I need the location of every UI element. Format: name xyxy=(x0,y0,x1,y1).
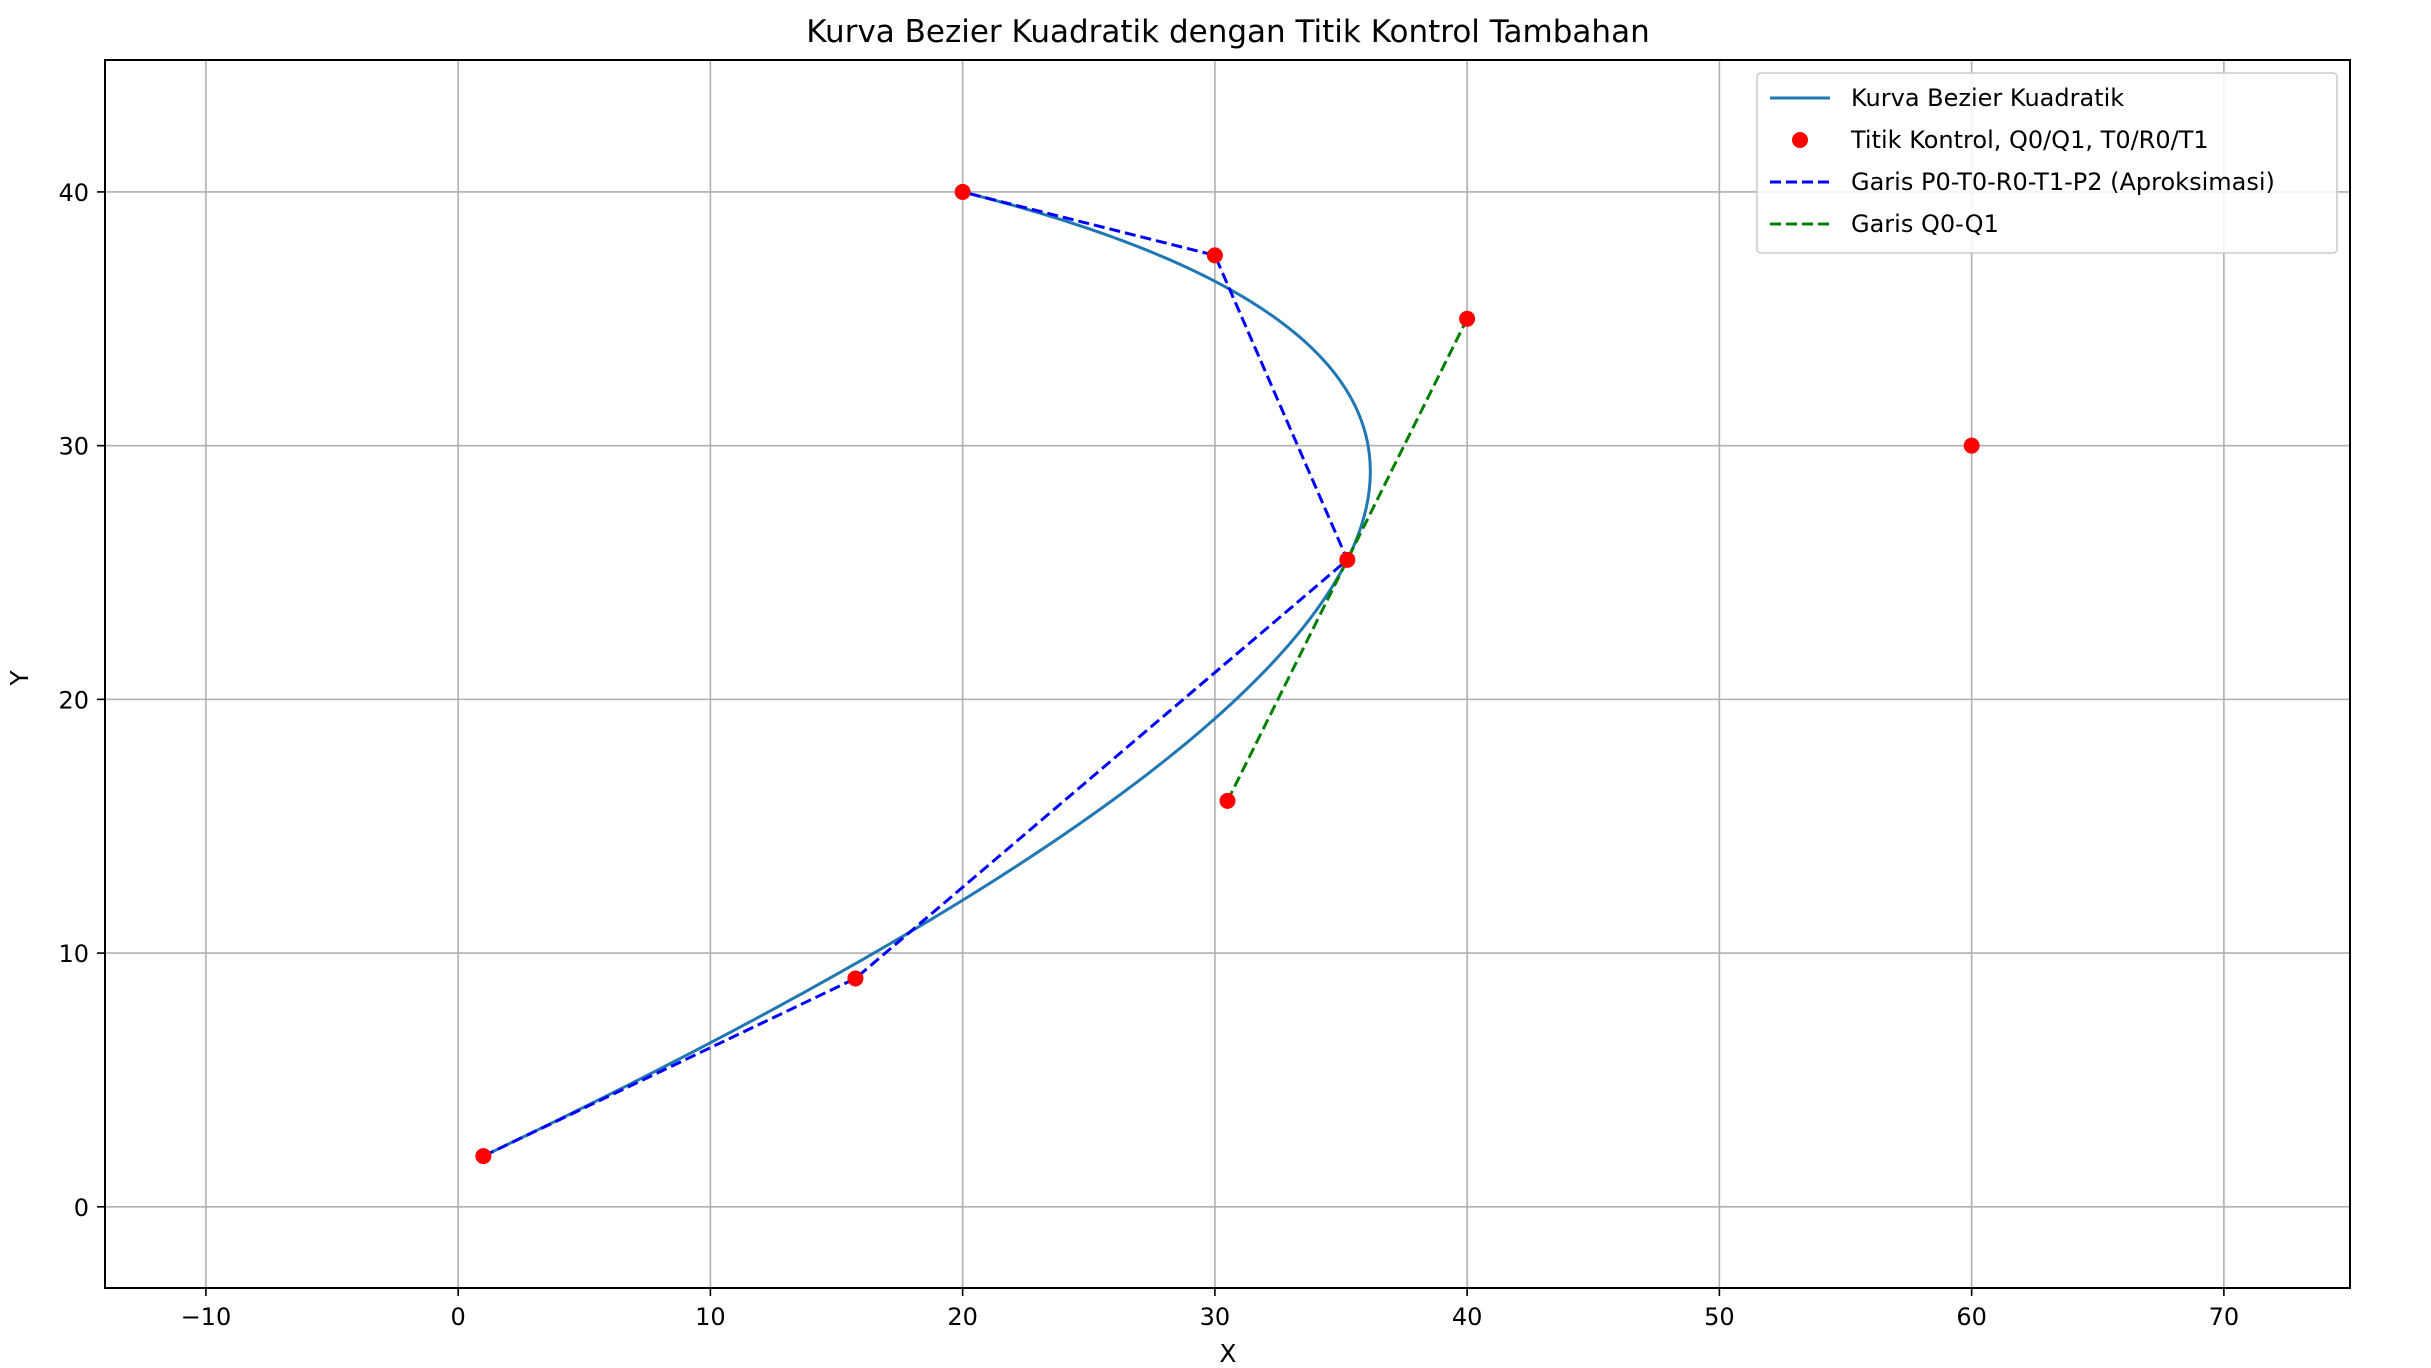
y-tick-label: 0 xyxy=(74,1194,89,1222)
x-axis-label: X xyxy=(1219,1339,1236,1368)
control-point-marker xyxy=(1206,247,1223,264)
q0-q1-dashed-line xyxy=(1226,318,1469,802)
control-point-marker xyxy=(1963,437,1980,454)
x-tick-label: 30 xyxy=(1200,1303,1231,1331)
y-axis-label: Y xyxy=(5,670,34,687)
control-point-marker xyxy=(1219,792,1236,809)
x-tick-label: −10 xyxy=(181,1303,232,1331)
chart-title: Kurva Bezier Kuadratik dengan Titik Kont… xyxy=(806,14,1649,50)
y-tick-label: 40 xyxy=(58,179,89,207)
x-tick-label: 10 xyxy=(695,1303,726,1331)
x-tick-label: 60 xyxy=(1956,1303,1987,1331)
legend-entry-label: Garis Q0-Q1 xyxy=(1851,210,1999,238)
control-point-marker xyxy=(1459,310,1476,327)
approx-dashed-line xyxy=(482,190,1350,1158)
control-point-marker xyxy=(475,1148,492,1165)
legend: Kurva Bezier Kuadratik Titik Kontrol, Q0/… xyxy=(1756,72,2338,254)
control-point-marker xyxy=(847,970,864,987)
x-tick-label: 50 xyxy=(1704,1303,1735,1331)
legend-box xyxy=(1756,72,2338,254)
bezier-curve-line xyxy=(482,190,1372,1158)
legend-entry-label: Titik Kontrol, Q0/Q1, T0/R0/T1 xyxy=(1850,126,2209,154)
plot-frame xyxy=(104,59,2351,1289)
x-tick-label: 20 xyxy=(947,1303,978,1331)
x-tick-label: 40 xyxy=(1452,1303,1483,1331)
y-tick-label: 30 xyxy=(58,433,89,461)
y-tick-label: 20 xyxy=(58,686,89,714)
control-point-marker xyxy=(1339,551,1356,568)
legend-marker-points xyxy=(1792,132,1808,148)
axis-ticks: −10 0 10 20 30 40 50 60 70 0 10 20 30 40 xyxy=(58,179,2239,1331)
y-tick-label: 10 xyxy=(58,940,89,968)
x-tick-label: 0 xyxy=(451,1303,466,1331)
x-tick-label: 70 xyxy=(2209,1303,2240,1331)
legend-entry-label: Kurva Bezier Kuadratik xyxy=(1851,84,2124,112)
legend-entry-label: Garis P0-T0-R0-T1-P2 (Aproksimasi) xyxy=(1851,168,2275,196)
plot-area xyxy=(475,183,1980,1165)
control-point-marker xyxy=(954,183,971,200)
